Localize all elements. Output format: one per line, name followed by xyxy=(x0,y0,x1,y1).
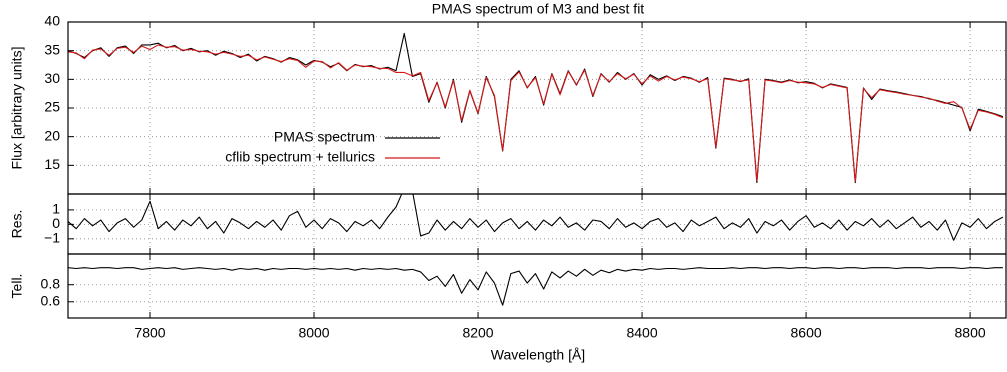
y-tick-label: 40 xyxy=(44,13,60,29)
y-tick-label: 35 xyxy=(44,41,60,57)
x-tick-label: 8200 xyxy=(462,325,493,341)
plot-area xyxy=(68,194,1004,241)
y-tick-label: 20 xyxy=(44,127,60,143)
y-tick-label: 0 xyxy=(52,215,60,231)
y-tick-label: 25 xyxy=(44,99,60,115)
y-tick-label: 30 xyxy=(44,70,60,86)
y-axis-label: Flux [arbitrary units] xyxy=(9,47,25,170)
y-axis-label: Res. xyxy=(9,210,25,239)
plot-area xyxy=(68,267,1003,306)
y-axis-label: Tell. xyxy=(9,274,25,299)
plot-area xyxy=(68,32,1004,184)
series-line xyxy=(68,194,1004,241)
x-axis-label: Wavelength [Å] xyxy=(491,347,585,363)
panel-frame xyxy=(67,253,1007,319)
y-tick-label: 0.8 xyxy=(41,275,61,291)
chart-title: PMAS spectrum of M3 and best fit xyxy=(432,1,645,17)
series-line xyxy=(68,267,1003,306)
series-line xyxy=(68,32,1004,184)
x-tick-label: 7800 xyxy=(134,325,165,341)
y-tick-label: 0.6 xyxy=(41,292,61,308)
x-tick-label: 8400 xyxy=(626,325,657,341)
x-tick-label: 8800 xyxy=(955,325,986,341)
legend-label: cflib spectrum + tellurics xyxy=(225,149,375,165)
x-tick-label: 8600 xyxy=(791,325,822,341)
y-tick-label: −1 xyxy=(44,230,60,246)
x-tick-label: 8000 xyxy=(298,325,329,341)
legend-label: PMAS spectrum xyxy=(274,129,375,145)
y-tick-label: 15 xyxy=(44,156,60,172)
y-tick-label: 1 xyxy=(52,201,60,217)
series-line xyxy=(68,44,1004,182)
